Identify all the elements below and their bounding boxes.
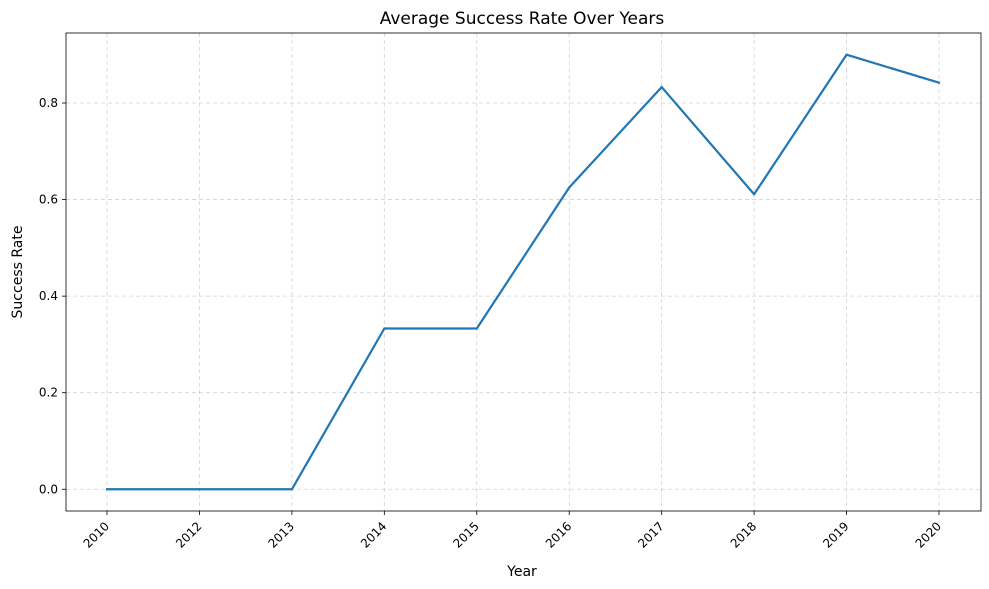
y-tick-label: 0.4 [39, 289, 58, 303]
data-point [937, 81, 941, 84]
y-tick-label: 0.8 [39, 96, 58, 110]
chart-title: Average Success Rate Over Years [380, 9, 665, 29]
y-tick-label: 0.2 [39, 386, 58, 400]
data-point [475, 327, 478, 330]
x-gridlines [106, 33, 940, 511]
data-point [198, 488, 201, 491]
data-point [753, 193, 756, 196]
data-point [660, 85, 663, 89]
plot-area-frame [65, 32, 982, 512]
data-point [568, 186, 571, 189]
y-tick-label: 0.0 [39, 482, 58, 496]
data-point [290, 488, 293, 491]
series-line [105, 53, 941, 491]
x-axis-label: Year [506, 564, 537, 580]
y-axis-label: Success Rate [10, 226, 26, 319]
data-point [845, 53, 848, 56]
data-point [105, 488, 109, 491]
y-axis-ticks: 0.0 0.2 0.4 0.6 0.8 [39, 96, 66, 496]
data-point [383, 327, 386, 330]
y-gridlines [66, 102, 981, 490]
y-tick-label: 0.6 [39, 193, 58, 207]
series-lines [105, 53, 941, 491]
